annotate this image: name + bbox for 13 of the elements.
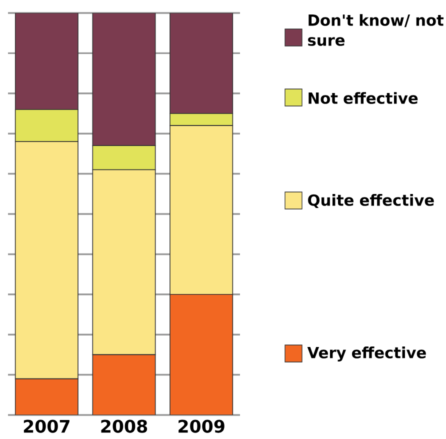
bar <box>170 294 234 415</box>
legend-label: Don't know/ not sure <box>308 14 444 46</box>
x-tick-label: 2008 <box>101 420 148 433</box>
bar <box>14 12 78 110</box>
legend-label: Very effective <box>307 346 426 362</box>
bar <box>92 12 156 146</box>
bar <box>15 378 78 415</box>
legend-label: Quite effective <box>308 194 434 208</box>
legend-label: Not effective <box>308 92 418 104</box>
bar <box>170 12 234 114</box>
x-tick-label: 2009 <box>178 420 224 433</box>
x-tick-label: 2007 <box>24 420 70 433</box>
bar <box>92 354 156 415</box>
